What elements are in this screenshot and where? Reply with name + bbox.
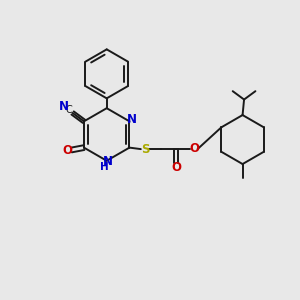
Text: H: H (100, 162, 109, 172)
Text: C: C (65, 105, 72, 115)
Text: O: O (171, 161, 181, 174)
Text: O: O (62, 143, 72, 157)
Text: N: N (58, 100, 69, 113)
Text: N: N (127, 113, 136, 126)
Text: N: N (103, 155, 113, 168)
Text: S: S (141, 142, 149, 156)
Text: O: O (189, 142, 199, 155)
